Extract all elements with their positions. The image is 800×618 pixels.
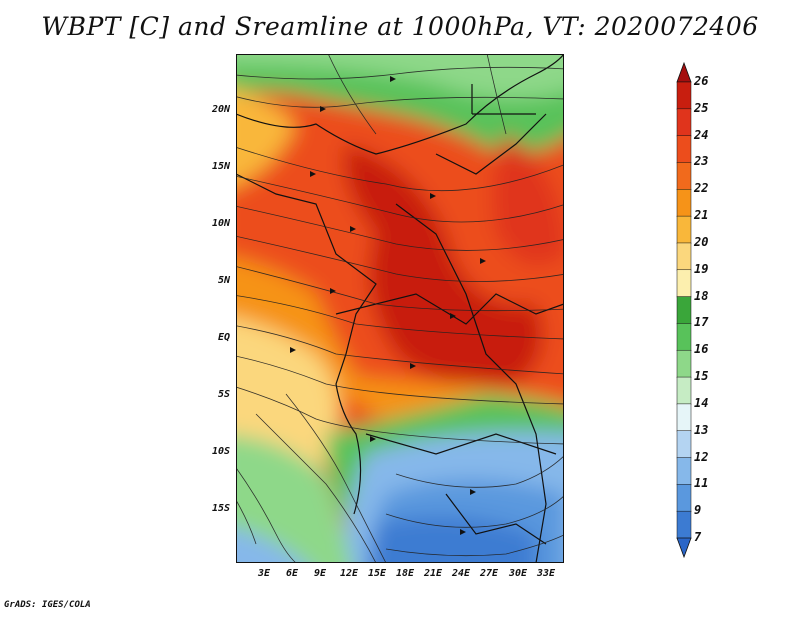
- lat-label-15n: 15N: [211, 161, 230, 172]
- lon-label-9e: 9E: [313, 568, 327, 579]
- lat-label-5n: 5N: [217, 275, 230, 286]
- colorbar-label: 15: [694, 369, 709, 384]
- lon-label-3e: 3E: [257, 568, 271, 579]
- lon-label-30e: 30E: [508, 568, 528, 579]
- lat-label-10n: 10N: [211, 218, 230, 229]
- colorbar-top-tip: [676, 62, 692, 83]
- colorbar-label: 11: [694, 476, 709, 491]
- colorbar-segment: [676, 242, 692, 271]
- map-panel: [236, 54, 564, 563]
- streamline-arrows: [290, 76, 486, 535]
- lon-label-33e: 33E: [536, 568, 556, 579]
- colorbar-label: 13: [694, 422, 709, 437]
- colorbar-segment: [676, 215, 692, 244]
- colorbar-label: 12: [694, 449, 709, 464]
- colorbar-segment: [676, 108, 692, 137]
- colorbar-segment: [676, 323, 692, 351]
- colorbar-label: 7: [694, 530, 702, 544]
- lon-label-27e: 27E: [479, 568, 499, 579]
- colorbar: [676, 62, 692, 558]
- colorbar-segment: [676, 189, 692, 217]
- boundaries: [236, 54, 564, 563]
- colorbar-label: 14: [694, 395, 709, 410]
- colorbar-label: 22: [694, 181, 709, 196]
- colorbar-label: 25: [694, 100, 709, 115]
- colorbar-segment: [676, 269, 692, 298]
- lat-label-eq: EQ: [217, 332, 230, 343]
- colorbar-label: 26: [694, 74, 709, 88]
- lon-label-18e: 18E: [395, 568, 415, 579]
- lat-label-10s: 10S: [211, 446, 230, 457]
- colorbar-segment: [676, 81, 692, 110]
- colorbar-segment: [676, 349, 692, 378]
- colorbar-label: 9: [694, 503, 702, 518]
- lon-label-24e: 24E: [451, 568, 471, 579]
- colorbar-segment: [676, 135, 692, 164]
- lon-label-15e: 15E: [367, 568, 387, 579]
- wbpt-shading: [236, 54, 564, 563]
- lat-label-5s: 5S: [217, 389, 230, 400]
- colorbar-bottom-tip: [676, 537, 692, 558]
- lat-label-15s: 15S: [211, 503, 230, 514]
- colorbar-segment: [676, 376, 692, 405]
- colorbar-segment: [676, 457, 692, 486]
- lon-label-6e: 6E: [285, 568, 299, 579]
- colorbar-segment: [676, 510, 692, 539]
- colorbar-segment: [676, 296, 692, 325]
- colorbar-segment: [676, 403, 692, 432]
- lat-label-20n: 20N: [211, 104, 230, 115]
- lon-label-21e: 21E: [423, 568, 443, 579]
- streamlines: [236, 54, 564, 563]
- chart-title: WBPT [C] and Sreamline at 1000hPa, VT: 2…: [41, 12, 759, 41]
- colorbar-label: 18: [694, 288, 709, 303]
- colorbar-label: 23: [694, 154, 709, 169]
- colorbar-label: 21: [694, 208, 709, 223]
- colorbar-label: 24: [694, 127, 709, 142]
- colorbar-label: 19: [694, 261, 709, 276]
- colorbar-label: 16: [694, 342, 709, 357]
- colorbar-segment: [676, 430, 692, 459]
- map-frame: [236, 54, 564, 563]
- colorbar-segment: [676, 484, 692, 512]
- lon-label-12e: 12E: [339, 568, 359, 579]
- map-svg: [236, 54, 564, 563]
- colorbar-label: 20: [694, 234, 709, 249]
- colorbar-label: 17: [694, 315, 709, 330]
- colorbar-segment: [676, 162, 692, 191]
- footer-credit: GrADS: IGES/COLA: [4, 600, 91, 610]
